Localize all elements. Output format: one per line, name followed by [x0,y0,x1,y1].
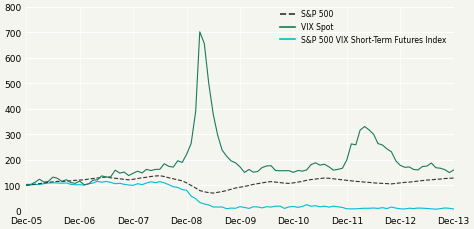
Legend: S&P 500, VIX Spot, S&P 500 VIX Short-Term Futures Index: S&P 500, VIX Spot, S&P 500 VIX Short-Ter… [277,7,450,48]
